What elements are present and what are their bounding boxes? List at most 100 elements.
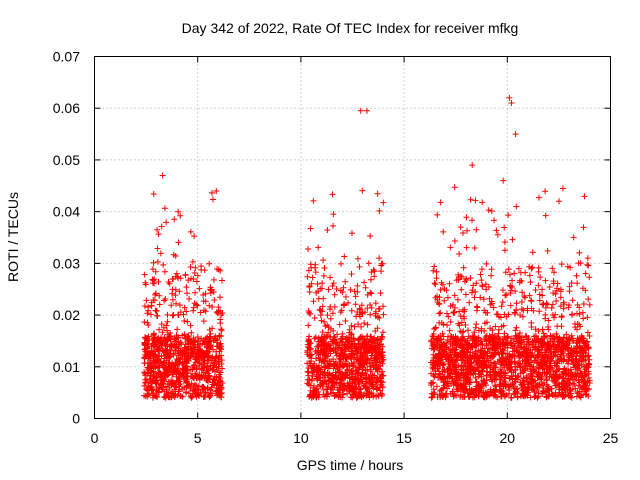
data-point xyxy=(319,280,326,287)
data-point xyxy=(483,260,490,267)
data-point xyxy=(529,264,536,271)
data-point xyxy=(160,261,167,268)
data-point xyxy=(214,390,221,397)
data-point xyxy=(324,227,331,234)
data-point xyxy=(324,362,331,369)
data-point xyxy=(370,266,377,273)
data-point xyxy=(162,366,169,373)
data-point xyxy=(166,394,173,401)
data-point xyxy=(527,279,534,286)
data-point xyxy=(339,333,346,340)
data-point xyxy=(558,323,565,330)
data-point xyxy=(569,297,576,304)
data-point xyxy=(441,297,448,304)
data-point xyxy=(200,393,207,400)
data-point xyxy=(528,319,535,326)
data-point xyxy=(170,311,177,318)
data-point xyxy=(509,236,516,243)
data-point xyxy=(367,233,374,240)
data-point xyxy=(157,339,164,346)
data-point xyxy=(218,311,225,318)
data-point xyxy=(348,331,355,338)
data-point xyxy=(189,393,196,400)
data-point xyxy=(144,387,151,394)
data-point xyxy=(181,317,188,324)
data-point xyxy=(478,277,485,284)
data-point xyxy=(320,391,327,398)
data-point xyxy=(152,268,159,275)
data-point xyxy=(307,352,314,359)
data-point xyxy=(171,216,178,223)
data-point xyxy=(213,348,220,355)
data-point xyxy=(580,224,587,231)
data-point xyxy=(173,356,180,363)
data-point xyxy=(377,362,384,369)
data-point xyxy=(378,358,385,365)
data-point xyxy=(312,269,319,276)
data-point xyxy=(366,363,373,370)
data-point xyxy=(377,387,384,394)
data-point xyxy=(148,380,155,387)
data-point xyxy=(513,324,520,331)
data-point xyxy=(141,351,148,358)
data-point xyxy=(364,291,371,298)
data-point xyxy=(375,351,382,358)
data-point xyxy=(206,260,213,267)
data-point xyxy=(156,363,163,370)
data-point xyxy=(586,301,593,308)
data-point xyxy=(145,321,152,328)
data-point xyxy=(576,249,583,256)
x-tick-label: 0 xyxy=(91,430,99,446)
data-point xyxy=(172,379,179,386)
data-point xyxy=(328,386,335,393)
data-point xyxy=(473,307,480,314)
data-point xyxy=(333,285,340,292)
data-point xyxy=(215,389,222,396)
x-tick-label: 10 xyxy=(293,430,309,446)
data-point xyxy=(488,207,495,214)
data-point xyxy=(304,351,311,358)
data-point xyxy=(380,303,387,310)
data-point xyxy=(150,277,157,284)
data-point xyxy=(430,267,437,274)
data-point xyxy=(200,318,207,325)
data-point xyxy=(177,381,184,388)
data-point xyxy=(189,363,196,370)
data-point xyxy=(355,321,362,328)
data-point xyxy=(380,372,387,379)
data-point xyxy=(378,260,385,267)
data-point xyxy=(161,268,168,275)
data-point xyxy=(149,266,156,273)
data-point xyxy=(316,374,323,381)
data-point xyxy=(548,305,555,312)
data-point xyxy=(192,353,199,360)
data-point xyxy=(312,355,319,362)
data-point xyxy=(217,267,224,274)
data-point xyxy=(352,373,359,380)
data-point xyxy=(183,308,190,315)
data-point xyxy=(329,191,336,198)
data-point xyxy=(160,373,167,380)
data-point xyxy=(142,379,149,386)
data-point xyxy=(485,207,492,214)
data-point xyxy=(189,340,196,347)
data-point xyxy=(585,296,592,303)
data-point xyxy=(339,361,346,368)
data-point xyxy=(216,381,223,388)
data-point xyxy=(330,389,337,396)
data-point xyxy=(145,341,152,348)
data-point xyxy=(321,318,328,325)
data-point xyxy=(348,374,355,381)
data-point xyxy=(378,340,385,347)
data-point xyxy=(170,380,177,387)
data-point xyxy=(190,304,197,311)
data-point xyxy=(542,277,549,284)
data-point xyxy=(513,306,520,313)
data-point xyxy=(305,372,312,379)
data-point xyxy=(337,309,344,316)
data-point xyxy=(320,340,327,347)
data-point xyxy=(371,334,378,341)
data-point xyxy=(305,267,312,274)
data-point xyxy=(168,381,175,388)
data-point xyxy=(317,351,324,358)
